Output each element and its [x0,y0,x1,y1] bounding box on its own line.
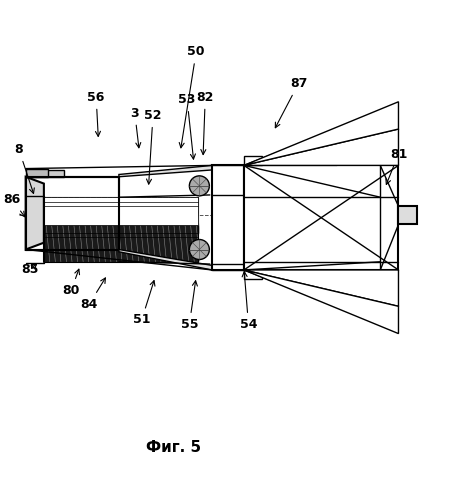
Polygon shape [25,169,48,177]
Text: Фиг. 5: Фиг. 5 [146,440,201,455]
Text: 52: 52 [144,109,162,184]
Text: 51: 51 [132,280,155,326]
Polygon shape [243,129,398,165]
Text: 53: 53 [178,93,195,159]
Polygon shape [119,250,212,270]
Polygon shape [44,226,198,262]
Text: 87: 87 [275,77,307,128]
Text: 84: 84 [81,278,105,310]
Polygon shape [243,270,336,306]
Polygon shape [243,156,262,165]
Text: 85: 85 [21,263,39,276]
Polygon shape [243,129,336,165]
Polygon shape [25,177,44,250]
Polygon shape [243,102,398,165]
Polygon shape [243,270,398,306]
Polygon shape [25,170,64,177]
Text: 50: 50 [179,45,204,148]
Polygon shape [44,197,198,234]
Polygon shape [398,206,416,225]
Circle shape [189,176,209,196]
Text: 55: 55 [180,281,197,331]
Text: 3: 3 [130,107,141,148]
Text: 54: 54 [239,271,257,331]
Text: 56: 56 [87,91,105,136]
Circle shape [189,240,209,259]
Text: 82: 82 [196,91,213,155]
Polygon shape [243,270,398,334]
Polygon shape [212,165,243,270]
Polygon shape [44,197,198,226]
Polygon shape [119,165,212,177]
Text: 81: 81 [385,148,406,185]
Text: 80: 80 [62,269,80,297]
Polygon shape [243,165,398,270]
Text: 8: 8 [15,143,34,194]
Polygon shape [243,270,262,279]
Text: 86: 86 [4,193,25,217]
Polygon shape [25,177,119,250]
